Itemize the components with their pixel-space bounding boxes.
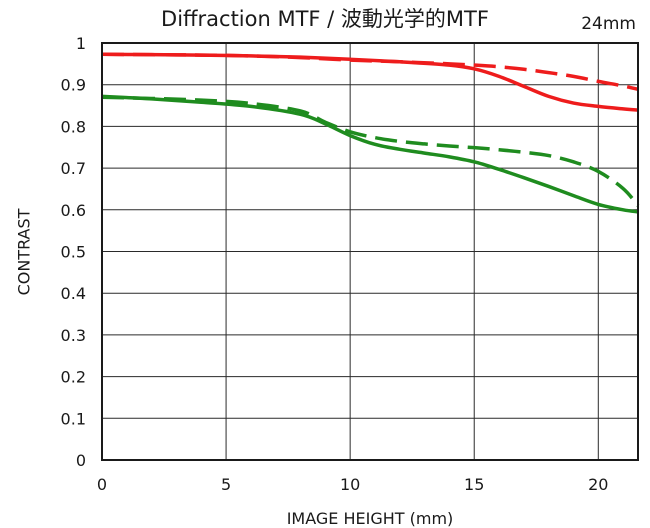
y-tick-label: 1: [76, 34, 86, 53]
y-tick-label: 0.2: [61, 368, 86, 387]
plot-frame: [101, 42, 639, 461]
x-tick-label: 5: [221, 475, 231, 494]
chart-title: Diffraction MTF / 波動光学的MTF: [161, 7, 489, 31]
grid-lines: [102, 43, 638, 460]
y-tick-label: 0: [76, 451, 86, 470]
y-tick-label: 0.5: [61, 243, 86, 262]
x-tick-label: 0: [97, 475, 107, 494]
y-tick-label: 0.3: [61, 326, 86, 345]
data-series: [101, 52, 640, 214]
y-tick-label: 0.8: [61, 117, 86, 136]
y-tick-label: 0.1: [61, 409, 86, 428]
x-tick-label: 15: [464, 475, 484, 494]
tick-labels: 00.10.20.30.40.50.60.70.80.910 5 10 15 20: [61, 34, 609, 494]
x-tick-label: 10: [340, 475, 360, 494]
y-tick-label: 0.7: [61, 159, 86, 178]
x-tick-label: 20: [588, 475, 608, 494]
y-tick-label: 0.6: [61, 201, 86, 220]
y-tick-label: 0.4: [61, 284, 86, 303]
x-axis-label: IMAGE HEIGHT (mm): [286, 509, 454, 528]
focal-length-label: 24mm: [581, 14, 636, 34]
y-tick-label: 0.9: [61, 76, 86, 95]
series-line-green-solid: [101, 94, 639, 214]
series-line-green-dashed: [101, 95, 640, 207]
series-line-red-dashed: [101, 52, 639, 91]
